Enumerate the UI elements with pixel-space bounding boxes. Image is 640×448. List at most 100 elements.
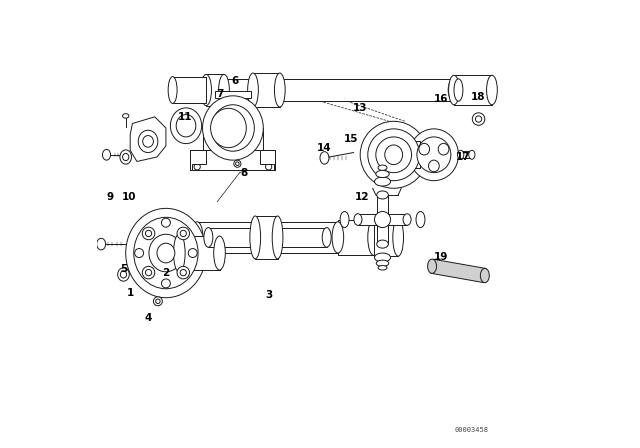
Ellipse shape xyxy=(173,234,185,272)
Circle shape xyxy=(266,164,272,170)
Ellipse shape xyxy=(214,236,225,270)
Polygon shape xyxy=(374,219,398,256)
Text: 12: 12 xyxy=(355,192,370,202)
Ellipse shape xyxy=(374,177,390,186)
Circle shape xyxy=(145,230,152,237)
Text: 8: 8 xyxy=(241,168,248,178)
Text: 2: 2 xyxy=(163,268,170,278)
Ellipse shape xyxy=(102,150,111,160)
Ellipse shape xyxy=(168,77,177,103)
Circle shape xyxy=(142,267,155,279)
Ellipse shape xyxy=(449,75,460,105)
Ellipse shape xyxy=(204,228,213,247)
Ellipse shape xyxy=(250,216,260,259)
Ellipse shape xyxy=(157,243,175,263)
Text: 14: 14 xyxy=(317,143,332,153)
Text: 00003458: 00003458 xyxy=(455,427,489,433)
Ellipse shape xyxy=(320,152,329,164)
Text: 6: 6 xyxy=(232,76,239,86)
Ellipse shape xyxy=(332,222,344,253)
Ellipse shape xyxy=(410,129,458,181)
Text: 17: 17 xyxy=(456,152,470,162)
Circle shape xyxy=(154,297,163,306)
Ellipse shape xyxy=(272,216,283,259)
Circle shape xyxy=(236,162,239,165)
Circle shape xyxy=(161,279,170,288)
Circle shape xyxy=(476,116,482,122)
Ellipse shape xyxy=(211,108,246,148)
Text: 15: 15 xyxy=(344,134,358,144)
Circle shape xyxy=(177,227,189,240)
Ellipse shape xyxy=(448,79,460,101)
Text: 18: 18 xyxy=(471,92,486,102)
Polygon shape xyxy=(130,117,166,161)
Ellipse shape xyxy=(134,217,198,289)
Ellipse shape xyxy=(123,153,129,160)
Circle shape xyxy=(145,270,152,276)
Text: 5: 5 xyxy=(120,264,127,274)
Ellipse shape xyxy=(138,130,158,152)
Ellipse shape xyxy=(368,220,380,255)
Ellipse shape xyxy=(428,259,436,273)
Ellipse shape xyxy=(176,115,196,137)
Ellipse shape xyxy=(486,75,497,105)
Ellipse shape xyxy=(220,114,245,142)
Ellipse shape xyxy=(123,114,129,118)
Ellipse shape xyxy=(118,268,129,281)
Ellipse shape xyxy=(417,137,451,172)
Circle shape xyxy=(180,270,186,276)
Ellipse shape xyxy=(376,260,388,267)
Polygon shape xyxy=(338,220,374,255)
Polygon shape xyxy=(191,151,275,170)
Ellipse shape xyxy=(97,238,106,250)
Polygon shape xyxy=(454,75,492,105)
Ellipse shape xyxy=(216,79,228,101)
Text: 11: 11 xyxy=(178,112,193,122)
Text: 3: 3 xyxy=(265,290,272,301)
Ellipse shape xyxy=(393,219,403,256)
Ellipse shape xyxy=(149,234,183,272)
Ellipse shape xyxy=(377,191,388,199)
Ellipse shape xyxy=(202,96,263,160)
Polygon shape xyxy=(431,259,486,283)
Text: 1: 1 xyxy=(127,288,134,298)
Ellipse shape xyxy=(248,73,259,107)
Ellipse shape xyxy=(377,240,388,248)
Circle shape xyxy=(177,267,189,279)
Ellipse shape xyxy=(454,79,463,101)
Polygon shape xyxy=(253,73,280,107)
Circle shape xyxy=(194,164,200,170)
Circle shape xyxy=(156,299,160,303)
Text: 10: 10 xyxy=(122,192,136,202)
Polygon shape xyxy=(173,77,206,103)
Ellipse shape xyxy=(438,143,449,155)
Polygon shape xyxy=(221,79,454,101)
Polygon shape xyxy=(377,220,388,244)
Text: 16: 16 xyxy=(433,94,448,104)
Circle shape xyxy=(188,249,197,258)
Ellipse shape xyxy=(468,151,475,159)
Polygon shape xyxy=(184,236,220,270)
Polygon shape xyxy=(209,228,326,247)
Ellipse shape xyxy=(191,222,203,253)
Ellipse shape xyxy=(120,271,127,278)
Ellipse shape xyxy=(481,268,490,283)
Ellipse shape xyxy=(360,121,427,188)
Circle shape xyxy=(374,211,390,228)
Ellipse shape xyxy=(378,165,387,170)
Text: 7: 7 xyxy=(216,90,223,99)
Ellipse shape xyxy=(340,211,349,228)
Ellipse shape xyxy=(275,73,285,107)
Text: 19: 19 xyxy=(433,253,448,263)
Polygon shape xyxy=(377,195,388,220)
Ellipse shape xyxy=(376,170,389,177)
Polygon shape xyxy=(197,222,338,253)
Ellipse shape xyxy=(378,266,387,270)
Ellipse shape xyxy=(322,228,331,247)
Polygon shape xyxy=(410,142,420,168)
Ellipse shape xyxy=(201,74,211,106)
Circle shape xyxy=(161,218,170,227)
Ellipse shape xyxy=(374,253,390,262)
Polygon shape xyxy=(260,151,275,170)
Circle shape xyxy=(180,230,186,237)
